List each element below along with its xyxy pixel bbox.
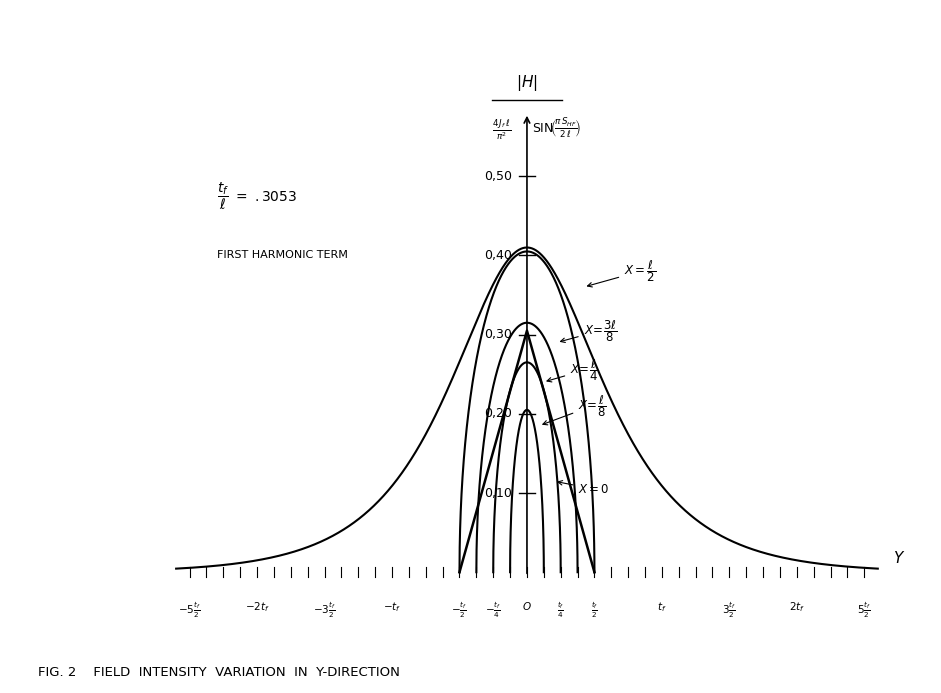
Text: FIRST HARMONIC TERM: FIRST HARMONIC TERM <box>216 250 347 261</box>
Text: $3\frac{t_f}{2}$: $3\frac{t_f}{2}$ <box>723 600 736 620</box>
Text: $Y$: $Y$ <box>893 550 905 566</box>
Text: $|H|$: $|H|$ <box>516 73 538 93</box>
Text: $\frac{t_f}{2}$: $\frac{t_f}{2}$ <box>591 600 598 620</box>
Text: $\mathrm{SIN}\!\left(\!\frac{\pi\, S_{HF}}{2\,\ell}\!\right)$: $\mathrm{SIN}\!\left(\!\frac{\pi\, S_{HF… <box>533 117 582 141</box>
Text: $O$: $O$ <box>522 600 532 612</box>
Text: $\frac{t_f}{4}$: $\frac{t_f}{4}$ <box>557 600 565 620</box>
Text: $X\!=\!\dfrac{\ell}{8}$: $X\!=\!\dfrac{\ell}{8}$ <box>543 393 607 425</box>
Text: $-\frac{t_f}{4}$: $-\frac{t_f}{4}$ <box>486 600 502 620</box>
Text: 0,50: 0,50 <box>485 170 513 183</box>
Text: 0,40: 0,40 <box>485 249 513 262</box>
Text: $-2t_f$: $-2t_f$ <box>245 600 269 614</box>
Text: $t_f$: $t_f$ <box>657 600 666 614</box>
Text: $2t_f$: $2t_f$ <box>789 600 805 614</box>
Text: $-\frac{t_f}{2}$: $-\frac{t_f}{2}$ <box>452 600 468 620</box>
Text: $X=0$: $X=0$ <box>558 481 610 495</box>
Text: 0,30: 0,30 <box>485 328 513 341</box>
Text: $-3\frac{t_f}{2}$: $-3\frac{t_f}{2}$ <box>313 600 336 620</box>
Text: $-5\frac{t_f}{2}$: $-5\frac{t_f}{2}$ <box>179 600 201 620</box>
Text: $X\!=\!\dfrac{\ell}{4}$: $X\!=\!\dfrac{\ell}{4}$ <box>547 358 598 383</box>
Text: $5\frac{t_f}{2}$: $5\frac{t_f}{2}$ <box>857 600 871 620</box>
Text: $-t_f$: $-t_f$ <box>383 600 401 614</box>
Text: 0,10: 0,10 <box>485 486 513 500</box>
Text: 0,20: 0,20 <box>485 407 513 421</box>
Text: $X=\dfrac{\ell}{2}$: $X=\dfrac{\ell}{2}$ <box>587 258 657 287</box>
Text: FIG. 2    FIELD  INTENSITY  VARIATION  IN  Y-DIRECTION: FIG. 2 FIELD INTENSITY VARIATION IN Y-DI… <box>38 666 400 679</box>
Text: $\frac{4\,J_f\,\ell}{\pi^2}$: $\frac{4\,J_f\,\ell}{\pi^2}$ <box>492 117 511 141</box>
Text: $\dfrac{t_f}{\ell}\ =\ .3053$: $\dfrac{t_f}{\ell}\ =\ .3053$ <box>216 180 297 212</box>
Text: $X\!=\!\dfrac{3\ell}{8}$: $X\!=\!\dfrac{3\ell}{8}$ <box>561 318 617 344</box>
